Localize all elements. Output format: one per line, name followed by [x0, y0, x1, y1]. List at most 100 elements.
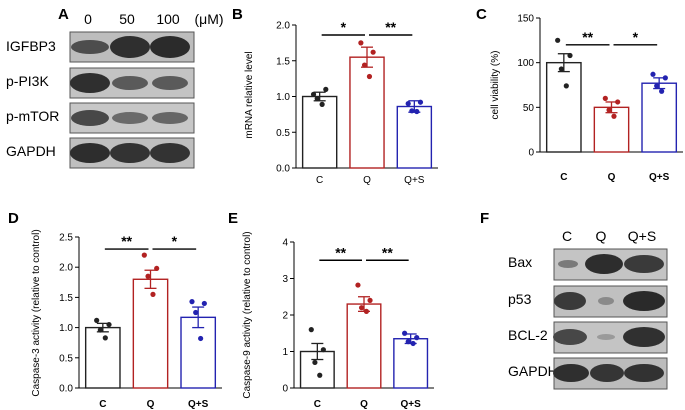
x-tick-label: C	[314, 399, 321, 410]
blot-f-band	[623, 327, 665, 347]
bar-c	[545, 61, 582, 153]
data-point	[558, 66, 564, 72]
data-point	[650, 71, 656, 77]
blot-a-band	[70, 143, 110, 163]
x-tick-label: C	[560, 172, 567, 183]
data-point	[410, 340, 416, 347]
y-tick-label: 0.0	[59, 384, 73, 395]
panel-label-e: E	[228, 210, 238, 227]
significance-label: **	[385, 19, 396, 35]
data-point	[555, 37, 561, 43]
western-blot-f: C Q Q+S Bax p53 BCL-2 GAPDH	[508, 228, 668, 390]
blot-a-row-2: p-PI3K	[6, 73, 49, 89]
data-point	[106, 321, 112, 328]
y-tick-label: 2.0	[59, 263, 73, 274]
data-point	[405, 101, 411, 107]
data-point	[323, 86, 329, 92]
significance-label: **	[582, 29, 593, 45]
data-point	[659, 88, 665, 94]
data-point	[145, 273, 151, 279]
data-point	[97, 327, 103, 333]
blot-a-band	[110, 36, 150, 58]
data-point	[654, 83, 660, 89]
x-tick-label: Q	[147, 399, 155, 410]
blot-f-row-2: p53	[508, 291, 532, 307]
blot-a-band	[71, 40, 109, 54]
y-tick-label: 2	[282, 311, 288, 322]
blot-f-band	[590, 364, 624, 382]
bar-q	[349, 56, 385, 169]
data-point	[317, 372, 323, 378]
data-point	[358, 305, 365, 311]
x-tick-label: Q+S	[649, 172, 670, 183]
data-point	[320, 347, 326, 353]
blot-a-band	[110, 143, 150, 163]
western-blot-a: 0 50 100 (μM) IGFBP3 p-PI3K p-mTOR GAPDH	[6, 11, 224, 169]
x-tick-label: Q	[363, 175, 371, 186]
y-tick-label: 0.5	[59, 353, 73, 364]
data-point	[94, 317, 100, 323]
data-point	[414, 108, 420, 115]
y-tick-label: 1	[282, 347, 288, 358]
data-point	[189, 299, 195, 305]
y-tick-label: 2.0	[276, 21, 290, 32]
blot-f-band	[554, 292, 586, 310]
blot-f-band	[623, 291, 665, 311]
blot-f-band	[553, 364, 589, 382]
chart-b-mrna: 0.0 0.5 1.0 1.5 2.0 mRNA relative level C Q Q+S *…	[244, 19, 438, 186]
data-point	[314, 96, 320, 102]
bar-qpluss	[641, 82, 678, 153]
x-tick-label: Q+S	[404, 175, 425, 186]
y-tick-label: 0	[528, 148, 534, 159]
data-point	[567, 52, 573, 59]
blot-f-band	[624, 255, 664, 273]
y-tick-label: 2.5	[59, 233, 73, 244]
y-tick-label: 3	[282, 274, 288, 285]
bar-c	[301, 95, 338, 169]
data-point	[355, 282, 361, 288]
blot-f-band	[585, 254, 623, 274]
y-axis-label: mRNA relative level	[244, 51, 255, 138]
x-tick-label: Q+S	[188, 399, 209, 410]
blot-a-row-3: p-mTOR	[6, 108, 59, 124]
y-tick-label: 1.0	[276, 92, 290, 103]
data-point	[358, 40, 364, 46]
panel-label-b: B	[232, 6, 243, 23]
blot-f-row-1: Bax	[508, 254, 532, 270]
data-point	[370, 49, 376, 55]
data-point	[402, 330, 408, 336]
data-point	[662, 75, 668, 81]
bar-qpluss	[396, 105, 433, 169]
data-point	[310, 91, 317, 97]
blot-a-band	[152, 76, 188, 90]
blot-a-row-1: IGFBP3	[6, 38, 56, 54]
panel-label-c: C	[476, 6, 487, 23]
blot-f-band	[553, 329, 587, 345]
bar-q	[346, 303, 382, 389]
chart-d-caspase3: 0.0 0.5 1.0 1.5 2.0 2.5 Caspase-3 activity (re…	[31, 229, 222, 410]
bar-q	[593, 106, 630, 153]
data-point	[150, 291, 156, 297]
data-point	[563, 83, 569, 89]
data-point	[602, 95, 608, 101]
blot-a-row-4: GAPDH	[6, 143, 56, 159]
blot-a-col-2: 50	[119, 11, 135, 27]
significance-label: *	[633, 29, 639, 45]
blot-f-col-2: Q	[596, 228, 607, 244]
x-tick-label: Q	[608, 172, 616, 183]
blot-f-col-3: Q+S	[628, 228, 656, 244]
y-axis-label: Caspase-3 activity (relative to control)	[31, 229, 42, 396]
y-tick-label: 1.5	[276, 56, 290, 67]
significance-label: **	[121, 233, 132, 249]
data-point	[367, 297, 373, 303]
blot-a-unit: (μM)	[194, 11, 223, 27]
data-point	[308, 327, 314, 333]
blot-a-band	[150, 36, 190, 58]
chart-e-caspase9: 0 1 2 3 4 Caspase-9 activity (relative to con…	[242, 231, 434, 410]
data-point	[312, 359, 318, 366]
blot-a-band	[70, 73, 110, 93]
blot-f-row-4: GAPDH	[508, 363, 558, 379]
bar-q	[132, 278, 169, 389]
